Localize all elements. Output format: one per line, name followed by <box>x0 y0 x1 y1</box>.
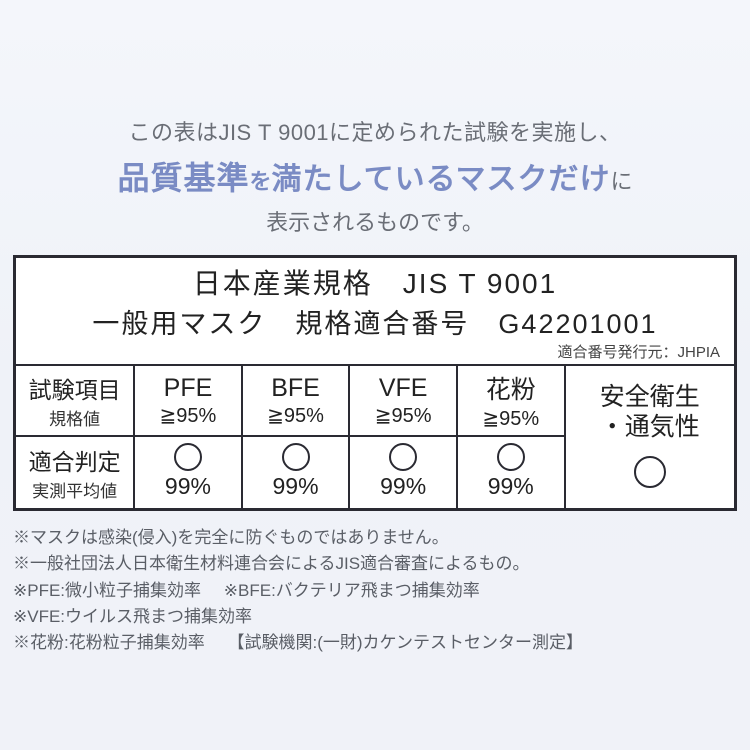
intro-particle: を <box>250 169 272 194</box>
col-bfe: BFE ≧95% <box>242 365 350 436</box>
note-3: ※PFE:微小粒子捕集効率 ※BFE:バクテリア飛まつ捕集効率 ※VFE:ウイル… <box>13 578 737 631</box>
row-label-judgement: 適合判定 実測平均値 <box>15 436 135 510</box>
col-pollen: 花粉 ≧95% <box>457 365 565 436</box>
intro-tail: に <box>610 169 632 194</box>
note-3c: ※VFE:ウイルス飛まつ捕集効率 <box>13 604 252 630</box>
footnotes: ※マスクは感染(侵入)を完全に防ぐものではありません。 ※一般社団法人日本衛生材… <box>13 525 737 657</box>
note-3a: ※PFE:微小粒子捕集効率 <box>13 578 201 604</box>
result-bfe: 99% <box>242 436 350 510</box>
header-note: 適合番号発行元：JHPIA <box>22 341 728 362</box>
col-pfe: PFE ≧95% <box>134 365 242 436</box>
row-label-test-item: 試験項目 規格値 <box>15 365 135 436</box>
metric-threshold: ≧95% <box>460 406 562 431</box>
metric-name: VFE <box>352 374 454 403</box>
result-vfe: 99% <box>349 436 457 510</box>
intro-block: この表はJIS T 9001に定められた試験を実施し、 品質基準を満たしているマ… <box>118 115 633 237</box>
compliance-table: 日本産業規格 JIS T 9001 一般用マスク 規格適合番号 G4220100… <box>13 255 737 511</box>
metric-threshold: ≧95% <box>352 403 454 428</box>
metric-name: BFE <box>245 374 347 403</box>
result-pollen: 99% <box>457 436 565 510</box>
note-3b: ※BFE:バクテリア飛まつ捕集効率 <box>224 578 480 604</box>
intro-rest: 満たしているマスクだけ <box>272 163 611 196</box>
result-value: 99% <box>137 473 239 500</box>
note-4b: 【試験機関:(一財)カケンテストセンター測定】 <box>227 630 583 656</box>
result-value: 99% <box>352 473 454 500</box>
header-line2: 一般用マスク 規格適合番号 G42201001 <box>22 302 728 341</box>
note-2: ※一般社団法人日本衛生材料連合会によるJIS適合審査によるもの。 <box>13 551 737 577</box>
safety-line2: ・通気性 <box>568 412 732 442</box>
intro-line2: 品質基準を満たしているマスクだけに <box>118 153 633 199</box>
label-measured: 実測平均値 <box>18 477 131 502</box>
note-1: ※マスクは感染(侵入)を完全に防ぐものではありません。 <box>13 525 737 551</box>
intro-line1: この表はJIS T 9001に定められた試験を実施し、 <box>118 115 633 147</box>
result-value: 99% <box>460 473 562 500</box>
label-test-item: 試験項目 <box>18 371 131 405</box>
table-header-cell: 日本産業規格 JIS T 9001 一般用マスク 規格適合番号 G4220100… <box>15 257 736 366</box>
label-threshold: 規格値 <box>18 405 131 430</box>
pass-circle-icon <box>282 443 310 471</box>
label-judgement: 適合判定 <box>18 443 131 477</box>
pass-circle-icon <box>389 443 417 471</box>
safety-line1: 安全衛生 <box>568 382 732 412</box>
pass-circle-icon <box>174 443 202 471</box>
header-line1: 日本産業規格 JIS T 9001 <box>22 262 728 302</box>
metric-name: 花粉 <box>460 370 562 406</box>
intro-bold: 品質基準 <box>118 160 250 196</box>
intro-line3: 表示されるものです。 <box>118 205 633 237</box>
compliance-table-wrap: 日本産業規格 JIS T 9001 一般用マスク 規格適合番号 G4220100… <box>13 255 737 511</box>
pass-circle-icon <box>634 456 666 488</box>
metric-name: PFE <box>137 374 239 403</box>
note-4a: ※花粉:花粉粒子捕集効率 <box>13 630 205 656</box>
metric-threshold: ≧95% <box>137 403 239 428</box>
col-safety: 安全衛生 ・通気性 <box>565 365 736 510</box>
pass-circle-icon <box>497 443 525 471</box>
col-vfe: VFE ≧95% <box>349 365 457 436</box>
note-4: ※花粉:花粉粒子捕集効率 【試験機関:(一財)カケンテストセンター測定】 <box>13 630 737 656</box>
result-value: 99% <box>245 473 347 500</box>
metric-threshold: ≧95% <box>245 403 347 428</box>
result-pfe: 99% <box>134 436 242 510</box>
